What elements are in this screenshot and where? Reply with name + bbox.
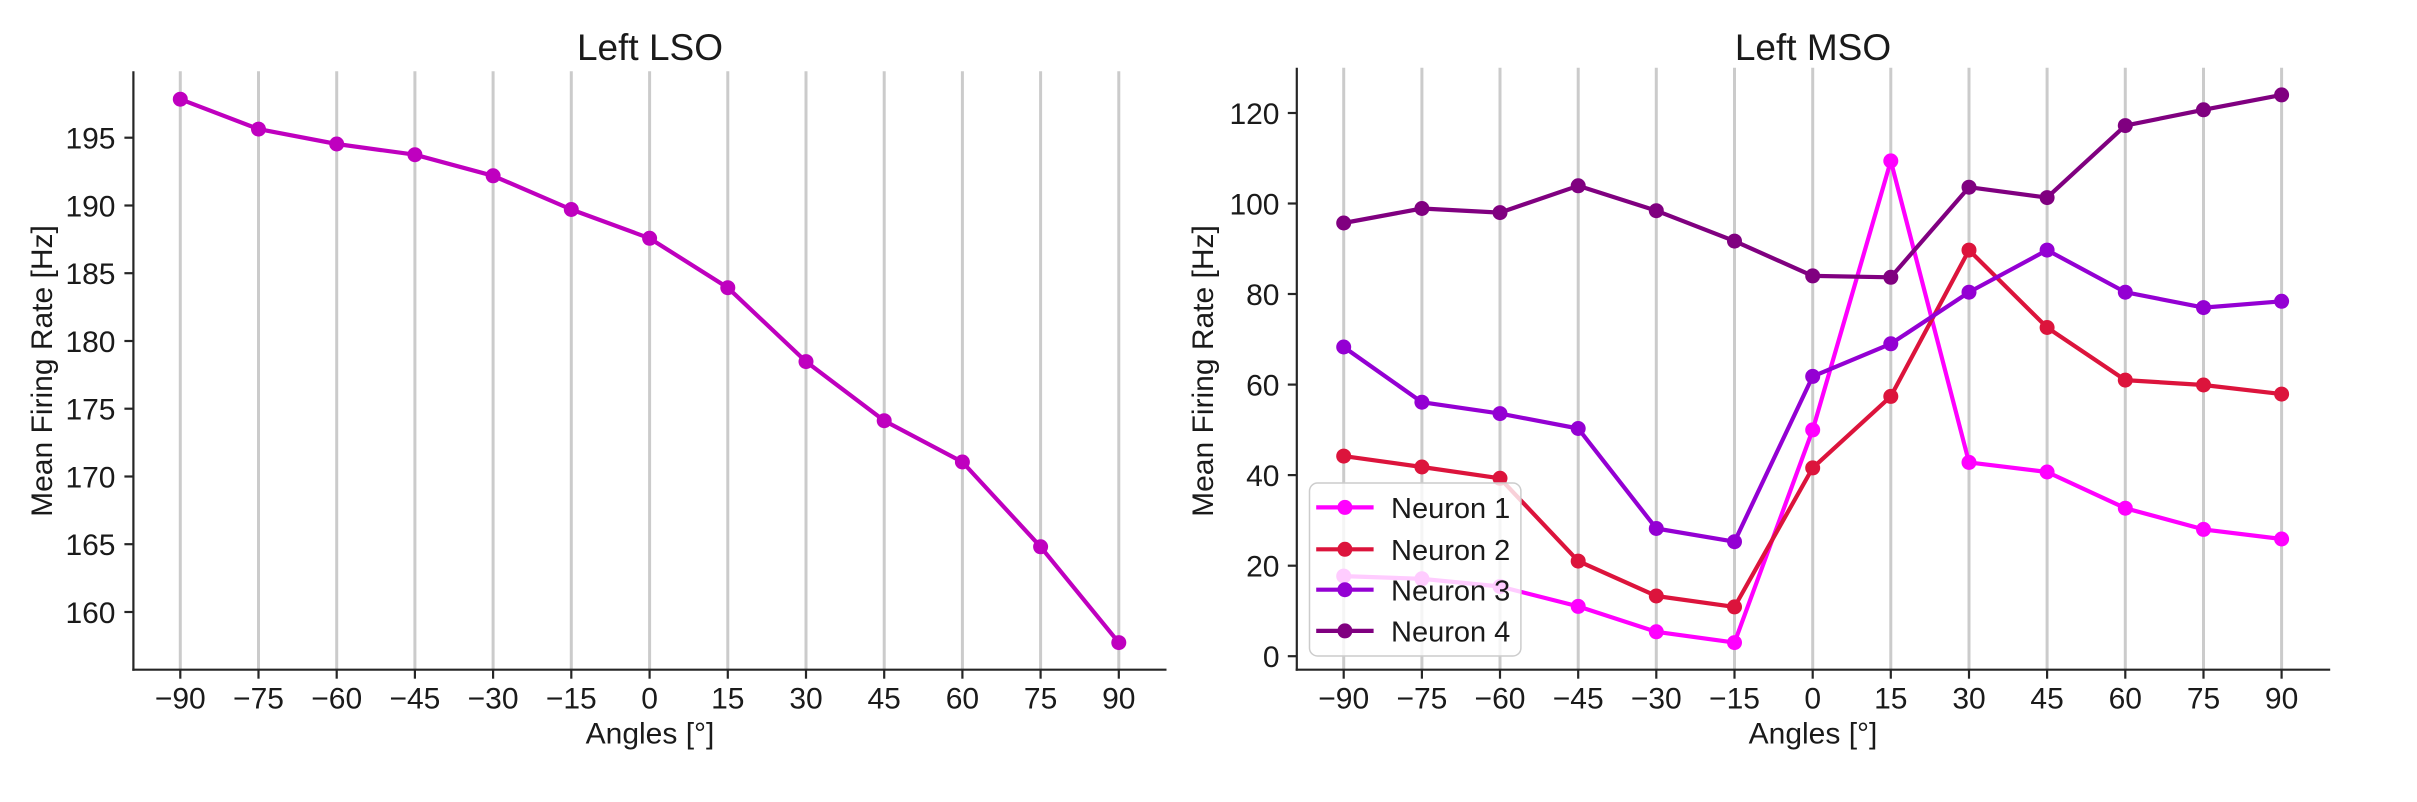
svg-text:75: 75 xyxy=(1024,683,1057,716)
svg-text:30: 30 xyxy=(789,683,822,716)
svg-text:45: 45 xyxy=(2030,683,2063,716)
svg-text:−90: −90 xyxy=(155,683,206,716)
svg-text:190: 190 xyxy=(65,190,115,223)
svg-text:Left LSO: Left LSO xyxy=(577,27,723,68)
svg-text:−30: −30 xyxy=(468,683,519,716)
svg-text:160: 160 xyxy=(65,597,115,630)
svg-text:15: 15 xyxy=(1874,683,1907,716)
svg-text:−45: −45 xyxy=(389,683,440,716)
svg-text:−75: −75 xyxy=(1396,683,1447,716)
svg-text:−60: −60 xyxy=(311,683,362,716)
svg-text:Mean Firing Rate [Hz]: Mean Firing Rate [Hz] xyxy=(1187,225,1220,517)
svg-text:Angles [°]: Angles [°] xyxy=(1749,718,1878,751)
svg-text:165: 165 xyxy=(65,529,115,562)
svg-text:195: 195 xyxy=(65,123,115,156)
svg-text:60: 60 xyxy=(2109,683,2142,716)
svg-text:60: 60 xyxy=(946,683,979,716)
svg-text:20: 20 xyxy=(1246,551,1279,584)
svg-text:0: 0 xyxy=(641,683,658,716)
svg-text:−60: −60 xyxy=(1475,683,1526,716)
svg-text:Neuron 2: Neuron 2 xyxy=(1391,535,1510,567)
svg-text:Neuron 3: Neuron 3 xyxy=(1391,576,1510,608)
svg-text:0: 0 xyxy=(1263,641,1280,674)
svg-text:−45: −45 xyxy=(1553,683,1604,716)
svg-text:−15: −15 xyxy=(1709,683,1760,716)
svg-text:90: 90 xyxy=(2265,683,2298,716)
svg-text:−30: −30 xyxy=(1631,683,1682,716)
svg-text:30: 30 xyxy=(1952,683,1985,716)
svg-text:Neuron 4: Neuron 4 xyxy=(1391,617,1510,649)
svg-text:185: 185 xyxy=(65,258,115,291)
svg-text:45: 45 xyxy=(868,683,901,716)
svg-text:180: 180 xyxy=(65,326,115,359)
svg-text:170: 170 xyxy=(65,461,115,494)
svg-text:Mean Firing Rate [Hz]: Mean Firing Rate [Hz] xyxy=(26,225,59,517)
svg-text:175: 175 xyxy=(65,394,115,427)
svg-text:90: 90 xyxy=(1102,683,1135,716)
svg-text:100: 100 xyxy=(1229,188,1279,221)
svg-text:Angles [°]: Angles [°] xyxy=(586,718,715,751)
svg-text:−90: −90 xyxy=(1318,683,1369,716)
svg-text:15: 15 xyxy=(711,683,744,716)
svg-text:Left MSO: Left MSO xyxy=(1735,27,1891,68)
svg-text:60: 60 xyxy=(1246,369,1279,402)
svg-text:Neuron 1: Neuron 1 xyxy=(1391,493,1510,525)
svg-text:80: 80 xyxy=(1246,279,1279,312)
svg-text:75: 75 xyxy=(2187,683,2220,716)
svg-text:0: 0 xyxy=(1804,683,1821,716)
svg-text:−15: −15 xyxy=(546,683,597,716)
svg-text:40: 40 xyxy=(1246,460,1279,493)
svg-text:120: 120 xyxy=(1229,98,1279,131)
svg-text:−75: −75 xyxy=(233,683,284,716)
